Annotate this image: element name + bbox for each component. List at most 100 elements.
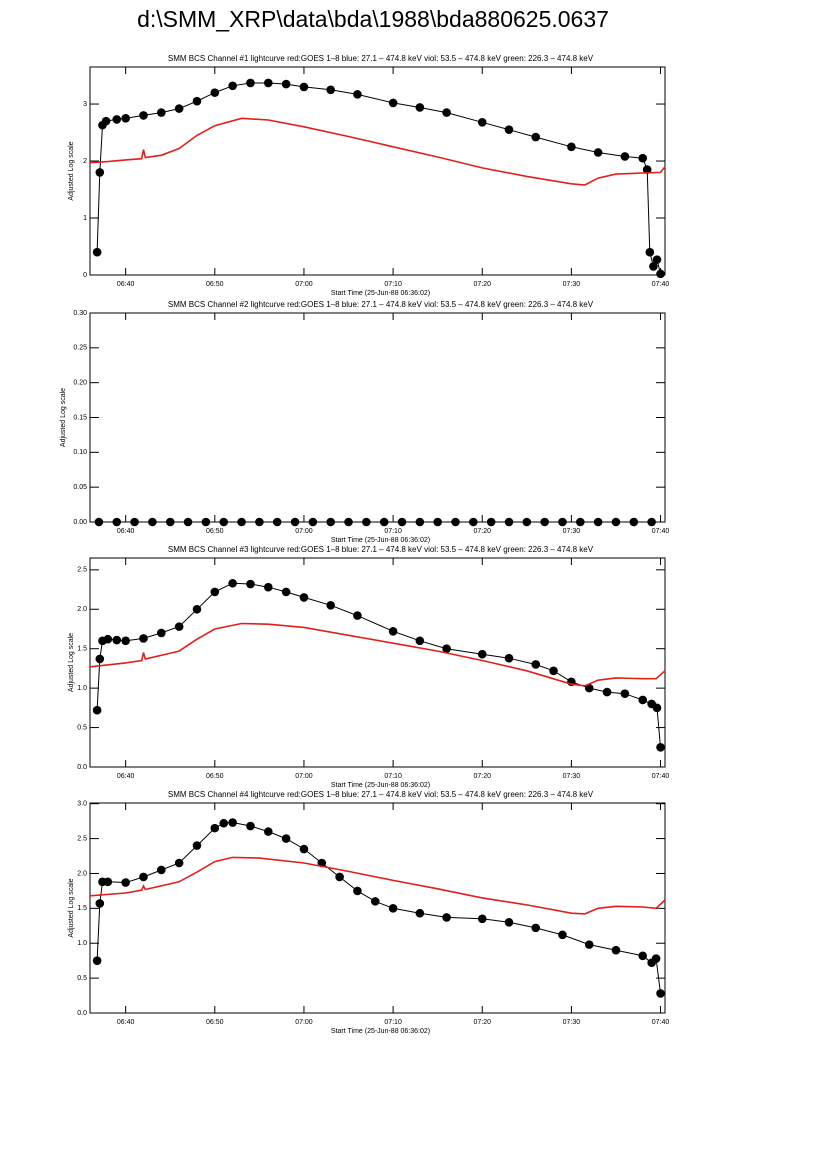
data-point [451,517,460,527]
plot-frame [89,557,666,768]
data-point [656,742,665,752]
data-point [139,634,148,643]
x-tick-label: 07:10 [384,773,402,780]
x-tick-label: 06:40 [117,281,135,288]
data-point [584,940,594,949]
data-point [602,687,612,697]
data-point [299,593,309,602]
y-axis-label: Adjusted Log scale [60,388,67,447]
x-axis-label: Start Time (25-Jun-88 06:36:02) [331,537,430,544]
data-point [94,517,104,527]
x-tick-label: 06:50 [206,281,224,288]
data-point [504,125,514,134]
data-point [281,834,291,843]
data-point [415,103,425,112]
x-tick-label: 07:40 [652,773,670,780]
y-tick-label: 0.0 [77,764,87,771]
data-point [219,517,229,527]
data-point [121,113,130,123]
data-point [531,132,541,142]
x-tick-label: 07:20 [473,528,491,535]
chart-title: SMM BCS Channel #3 lightcurve red:GOES 1… [168,545,594,554]
data-point [576,517,585,527]
data-point [652,255,662,264]
data-point [477,649,487,659]
y-tick-label: 2.0 [77,870,87,877]
data-point [272,517,282,527]
x-tick-label: 06:40 [117,773,135,780]
x-tick-label: 07:20 [473,1019,491,1026]
data-point [567,142,576,152]
data-point [101,116,111,126]
x-tick-label: 07:30 [563,773,581,780]
series-line [90,117,666,186]
data-point [645,247,655,257]
x-tick-label: 07:10 [384,528,402,535]
data-point [415,908,425,918]
x-tick-label: 06:50 [206,1019,224,1026]
data-point [326,601,335,610]
data-point [397,517,407,527]
panel: SMM BCS Channel #4 lightcurve red:GOES 1… [68,790,670,1035]
data-point [299,844,309,854]
y-axis-label: Adjusted Log scale [68,141,75,200]
data-point [388,904,398,913]
x-tick-label: 07:00 [295,773,313,780]
data-point [103,877,113,887]
data-point [228,818,237,827]
data-point [531,660,541,669]
data-point [95,654,105,664]
x-tick-label: 07:40 [652,528,670,535]
data-point [299,82,309,92]
data-point [263,827,273,836]
data-point [290,517,300,527]
data-point [442,913,451,922]
data-point [642,165,652,174]
data-point [504,653,514,663]
data-point [620,152,630,161]
data-point [112,517,122,527]
data-point [531,923,541,933]
data-point [183,517,193,527]
data-point [415,517,425,527]
x-tick-label: 07:20 [473,773,491,780]
y-tick-label: 1.0 [77,940,87,947]
data-point [228,81,237,91]
data-point [308,517,318,527]
data-point [335,872,344,882]
data-point [210,823,220,833]
data-point [103,634,113,644]
data-point [326,85,335,95]
data-point [210,88,220,97]
data-point [92,956,102,965]
y-axis-label: Adjusted Log scale [68,878,75,937]
y-axis-label: Adjusted Log scale [68,633,75,692]
x-tick-label: 06:50 [206,528,224,535]
data-point [237,517,246,527]
data-point [326,517,335,527]
data-point [263,582,273,592]
data-point [651,954,661,963]
data-point [442,108,451,117]
series-line [90,856,666,915]
x-tick-label: 07:40 [652,1019,670,1026]
data-point [433,517,442,527]
data-point [649,262,658,271]
panel: SMM BCS Channel #2 lightcurve red:GOES 1… [60,300,670,544]
x-tick-label: 06:40 [117,528,135,535]
x-axis-label: Start Time (25-Jun-88 06:36:02) [331,290,430,297]
y-tick-label: 0.00 [73,519,87,526]
data-point [174,104,184,113]
series-line [90,622,666,687]
data-point [281,79,291,89]
data-point [652,703,662,713]
x-tick-label: 07:20 [473,281,491,288]
x-tick-label: 07:00 [295,281,313,288]
data-point [139,872,148,882]
data-point [219,818,229,828]
data-point [593,517,603,527]
data-point [157,628,166,638]
x-axis-label: Start Time (25-Jun-88 06:36:02) [331,782,430,789]
